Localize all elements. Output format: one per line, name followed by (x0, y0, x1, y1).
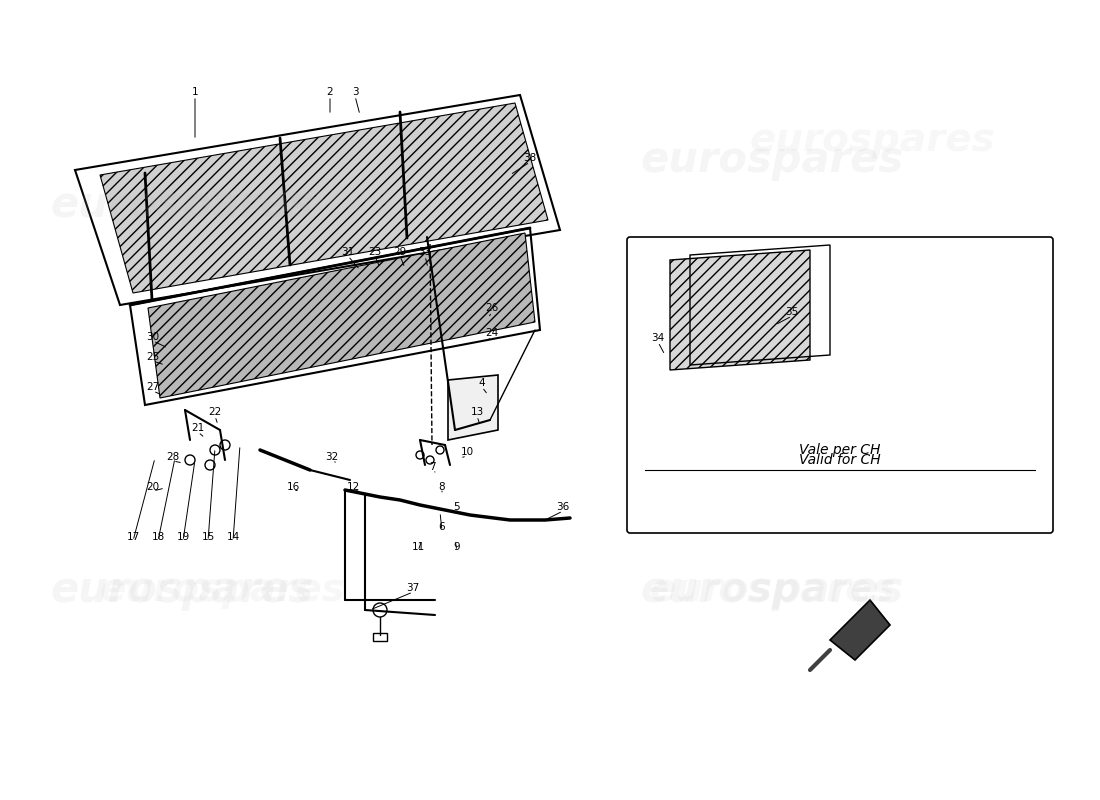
Text: 1: 1 (191, 87, 198, 97)
Text: 12: 12 (346, 482, 360, 492)
Polygon shape (100, 103, 548, 293)
Text: 31: 31 (341, 247, 354, 257)
Text: 8: 8 (439, 482, 446, 492)
Text: 29: 29 (394, 247, 407, 257)
Text: 27: 27 (146, 382, 160, 392)
Text: 6: 6 (439, 522, 446, 532)
Text: 10: 10 (461, 447, 474, 457)
Text: 11: 11 (411, 542, 425, 552)
Text: 38: 38 (524, 153, 537, 163)
Text: 3: 3 (352, 87, 359, 97)
Text: Vale per CH: Vale per CH (800, 443, 881, 457)
Text: 36: 36 (557, 502, 570, 512)
Text: Valid for CH: Valid for CH (800, 453, 881, 467)
Text: 30: 30 (146, 332, 160, 342)
Text: 17: 17 (126, 532, 140, 542)
Text: 21: 21 (191, 423, 205, 433)
Text: 24: 24 (485, 328, 498, 338)
Text: eurospares: eurospares (640, 569, 903, 611)
Polygon shape (670, 250, 810, 370)
Polygon shape (148, 233, 535, 398)
Text: 20: 20 (146, 482, 160, 492)
Text: 37: 37 (406, 583, 419, 593)
Polygon shape (830, 600, 890, 660)
Text: eurospares: eurospares (750, 121, 996, 159)
Text: 19: 19 (176, 532, 189, 542)
Bar (373, 633, 387, 641)
Text: eurospares: eurospares (50, 184, 314, 226)
Text: eurospares: eurospares (150, 181, 396, 219)
Text: 23: 23 (368, 247, 382, 257)
Text: 33: 33 (418, 247, 431, 257)
Text: 7: 7 (429, 462, 436, 472)
Text: 4: 4 (478, 378, 485, 388)
Text: eurospares: eurospares (650, 571, 895, 609)
Text: 34: 34 (651, 333, 664, 343)
Text: 25: 25 (146, 352, 160, 362)
Text: 5: 5 (453, 502, 460, 512)
Text: 2: 2 (327, 87, 333, 97)
Text: 28: 28 (166, 452, 179, 462)
Text: 32: 32 (326, 452, 339, 462)
Text: eurospares: eurospares (100, 571, 345, 609)
Text: 15: 15 (201, 532, 214, 542)
Text: 22: 22 (208, 407, 221, 417)
Text: 35: 35 (785, 307, 799, 317)
Text: eurospares: eurospares (50, 569, 314, 611)
Text: 18: 18 (152, 532, 165, 542)
FancyBboxPatch shape (627, 237, 1053, 533)
Polygon shape (448, 375, 498, 440)
Text: 16: 16 (286, 482, 299, 492)
Text: 14: 14 (227, 532, 240, 542)
Text: 9: 9 (453, 542, 460, 552)
Text: eurospares: eurospares (640, 139, 903, 181)
Text: 26: 26 (485, 303, 498, 313)
Text: 13: 13 (471, 407, 484, 417)
